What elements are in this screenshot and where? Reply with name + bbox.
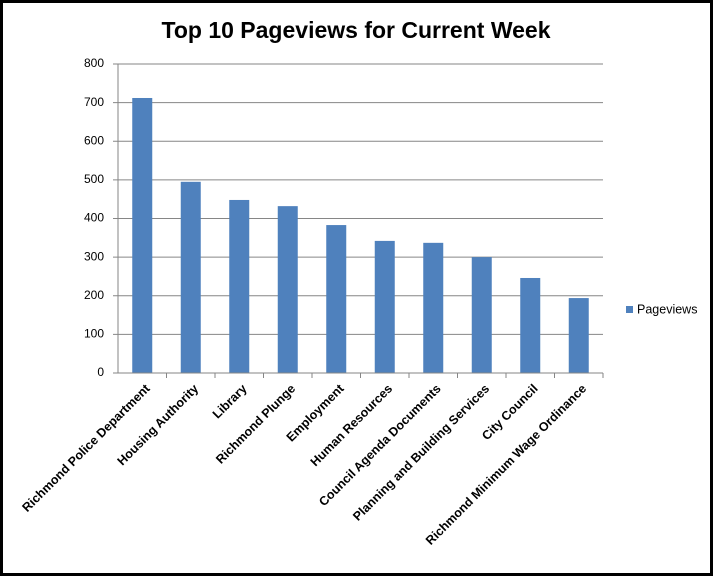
bar <box>520 277 541 373</box>
bar <box>471 257 492 373</box>
bar <box>132 97 153 374</box>
bar <box>229 199 250 373</box>
y-tick-label: 300 <box>84 249 104 263</box>
y-tick-label: 600 <box>84 133 104 147</box>
bar <box>277 206 298 373</box>
legend-label: Pageviews <box>637 302 697 316</box>
y-tick-label: 0 <box>97 365 104 379</box>
y-tick-label: 500 <box>84 172 104 186</box>
legend-swatch <box>626 306 633 313</box>
y-tick-label: 700 <box>84 95 104 109</box>
y-tick-label: 800 <box>84 56 104 70</box>
y-tick-label: 400 <box>84 211 104 225</box>
bar <box>326 225 347 373</box>
bar <box>374 240 395 373</box>
bar <box>180 181 201 373</box>
y-tick-label: 100 <box>84 327 104 341</box>
bar <box>423 242 444 373</box>
y-tick-label: 200 <box>84 288 104 302</box>
chart-title: Top 10 Pageviews for Current Week <box>162 17 551 43</box>
bar <box>568 298 589 373</box>
